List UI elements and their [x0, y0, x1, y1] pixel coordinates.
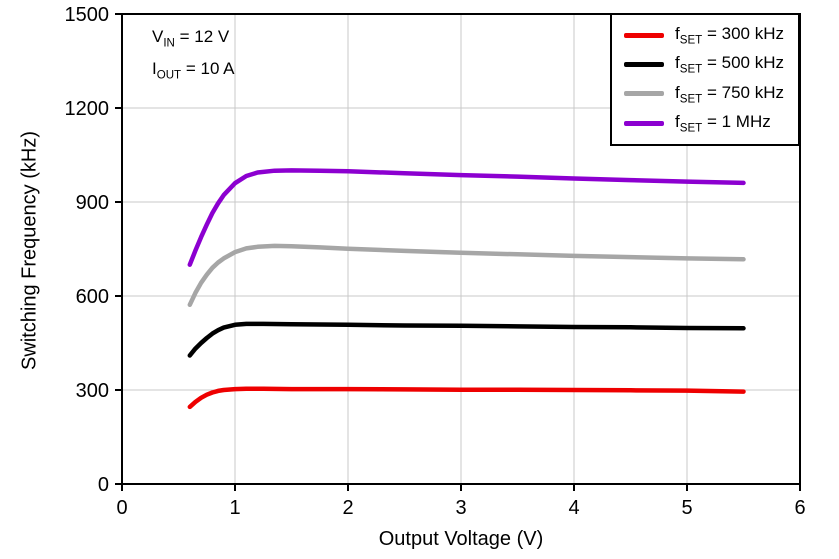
series-line-1 [187, 321, 746, 358]
x-tick-label: 5 [681, 497, 692, 519]
legend-entry: fSET = 1 MHz [624, 112, 784, 135]
annotation-line-iout: IOUT = 10 A [152, 59, 235, 82]
x-tick-label: 0 [116, 497, 127, 519]
x-tick-label: 6 [794, 497, 805, 519]
series-line-2 [187, 243, 746, 308]
legend-entry: fSET = 750 kHz [624, 83, 784, 105]
legend-label: fSET = 750 kHz [675, 82, 784, 106]
legend-swatch-black [624, 62, 665, 68]
x-axis-label: Output Voltage (V) [378, 528, 544, 550]
x-tick-label: 1 [229, 497, 240, 519]
y-tick-label: 1500 [65, 4, 110, 26]
legend-label: fSET = 1 MHz [675, 112, 771, 135]
y-tick-label: 600 [76, 286, 109, 308]
y-tick-label: 0 [98, 474, 109, 496]
series-line-3 [187, 168, 746, 267]
legend-swatch-purple [624, 120, 665, 126]
y-tick-label: 900 [76, 192, 109, 214]
legend-label: fSET = 500 kHz [675, 53, 784, 76]
x-tick-label: 4 [568, 497, 579, 519]
x-tick-label: 3 [455, 497, 466, 519]
legend-entry: fSET = 500 kHz [624, 53, 784, 76]
conditions-annotation: VIN = 12 V IOUT = 10 A [152, 24, 235, 89]
y-tick-label: 300 [76, 380, 109, 402]
legend-swatch-red [624, 32, 665, 38]
y-axis-label: Switching Frequency (kHz) [18, 131, 41, 370]
series-line-0 [187, 386, 746, 410]
annotation-line-vin: VIN = 12 V [152, 27, 230, 50]
y-tick-label: 1200 [65, 98, 110, 120]
legend-swatch-gray [624, 91, 665, 97]
legend-label: fSET = 300 kHz [675, 24, 784, 47]
legend-entry: fSET = 300 kHz [624, 24, 784, 46]
legend: fSET = 300 kHz fSET = 500 kHz fSET = 750… [610, 13, 800, 146]
x-tick-label: 2 [342, 497, 353, 519]
